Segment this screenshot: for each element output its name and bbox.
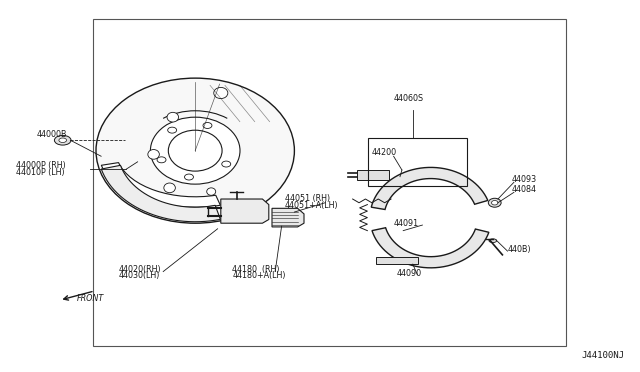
Polygon shape	[221, 199, 269, 223]
Ellipse shape	[207, 188, 216, 195]
Text: 44090: 44090	[397, 269, 422, 278]
Text: 44093: 44093	[512, 175, 537, 184]
Text: 44091: 44091	[394, 219, 419, 228]
Bar	[357, 170, 389, 180]
Polygon shape	[101, 165, 220, 222]
Bar	[376, 257, 418, 264]
Text: J44100NJ: J44100NJ	[581, 351, 624, 360]
Text: 44200: 44200	[371, 148, 396, 157]
Ellipse shape	[221, 161, 230, 167]
Text: 44060S: 44060S	[394, 94, 424, 103]
Text: 44180+A(LH): 44180+A(LH)	[232, 271, 286, 280]
Ellipse shape	[488, 198, 501, 207]
Ellipse shape	[214, 87, 228, 99]
Text: 44084: 44084	[512, 185, 537, 193]
Text: 44051 (RH): 44051 (RH)	[285, 194, 330, 203]
Ellipse shape	[184, 174, 193, 180]
Ellipse shape	[150, 117, 240, 184]
Polygon shape	[372, 228, 489, 268]
Ellipse shape	[203, 122, 212, 128]
Circle shape	[54, 135, 71, 145]
Text: 44000B: 44000B	[36, 130, 67, 139]
Text: 44010P (LH): 44010P (LH)	[16, 168, 65, 177]
Polygon shape	[371, 167, 488, 209]
Text: 44000P (RH): 44000P (RH)	[16, 161, 66, 170]
Ellipse shape	[148, 150, 159, 159]
Text: 44020(RH): 44020(RH)	[118, 264, 161, 273]
Ellipse shape	[168, 127, 177, 133]
Bar	[368, 138, 467, 186]
Polygon shape	[272, 208, 304, 227]
Circle shape	[59, 138, 67, 142]
Ellipse shape	[164, 183, 175, 193]
Ellipse shape	[492, 201, 498, 205]
Ellipse shape	[96, 78, 294, 223]
Text: FRONT: FRONT	[77, 294, 104, 302]
Bar	[93, 19, 566, 346]
Wedge shape	[101, 163, 220, 207]
Text: 44051+A(LH): 44051+A(LH)	[285, 201, 339, 210]
Ellipse shape	[167, 112, 179, 122]
Text: 44180  (RH): 44180 (RH)	[232, 264, 280, 273]
Ellipse shape	[168, 130, 222, 171]
Text: 440B): 440B)	[508, 245, 531, 254]
Ellipse shape	[489, 239, 497, 243]
Text: 44030(LH): 44030(LH)	[118, 271, 160, 280]
Ellipse shape	[157, 157, 166, 163]
